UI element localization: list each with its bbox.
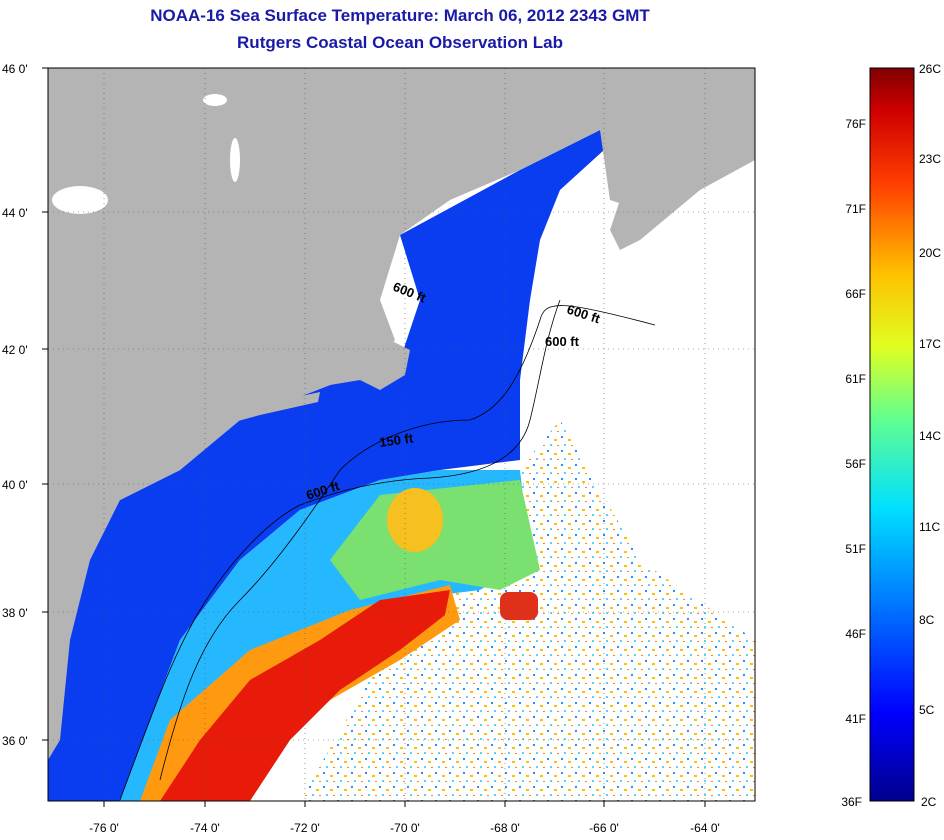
colorbar-fahrenheit-label: 56F xyxy=(845,457,866,471)
lon-label: -76 0' xyxy=(89,821,119,835)
colorbar xyxy=(869,67,915,802)
lon-label: -64 0' xyxy=(690,821,720,835)
lon-label: -72 0' xyxy=(290,821,320,835)
colorbar-celsius-label: 2C xyxy=(921,795,937,809)
colorbar-fahrenheit-label: 46F xyxy=(845,627,866,641)
colorbar-celsius-label: 23C xyxy=(919,152,941,166)
colorbar-fahrenheit-label: 51F xyxy=(845,542,866,556)
lat-label: 42 0' xyxy=(2,343,28,357)
contour-150ft xyxy=(159,305,656,781)
lake xyxy=(230,138,240,182)
colorbar-celsius-label: 8C xyxy=(919,613,935,627)
lat-label: 40 0' xyxy=(2,478,28,492)
graticule xyxy=(48,68,755,801)
lon-label: -66 0' xyxy=(589,821,619,835)
gulf-stream-core xyxy=(160,590,450,801)
contour-600ft xyxy=(119,299,561,801)
colorbar-fahrenheit-label: 71F xyxy=(845,202,866,216)
axis-ticks xyxy=(42,67,706,807)
colorbar-fahrenheit-label: 61F xyxy=(845,372,866,386)
land-mass xyxy=(48,68,755,760)
colorbar-celsius-label: 5C xyxy=(919,703,935,717)
lake xyxy=(203,94,227,106)
contour-label: 150 ft xyxy=(378,430,414,450)
colorbar-celsius-label: 26C xyxy=(919,62,941,76)
cold-water xyxy=(48,130,615,801)
long-island xyxy=(200,392,320,430)
contour-label: 600 ft xyxy=(545,334,580,349)
lon-label: -68 0' xyxy=(490,821,520,835)
warm-core-eddy xyxy=(387,488,443,552)
colorbar-fahrenheit-label: 41F xyxy=(845,712,866,726)
lat-label: 38 0' xyxy=(2,606,28,620)
lat-label: 44 0' xyxy=(2,206,28,220)
colorbar-celsius-label: 11C xyxy=(919,520,940,534)
lake xyxy=(52,186,108,214)
map-plot-area xyxy=(48,68,755,801)
lat-label: 46 0' xyxy=(2,62,28,76)
lon-label: -70 0' xyxy=(390,821,420,835)
colorbar-fahrenheit-label: 66F xyxy=(845,287,866,301)
warm-patch xyxy=(500,592,538,620)
lat-label: 36 0' xyxy=(2,734,28,748)
map-frame xyxy=(47,67,756,802)
cape-cod xyxy=(360,340,410,390)
lon-label: -74 0' xyxy=(190,821,220,835)
colorbar-celsius-label: 17C xyxy=(919,337,941,351)
map-subtitle: Rutgers Coastal Ocean Observation Lab xyxy=(237,33,563,52)
colorbar-fahrenheit-label: 36F xyxy=(841,795,862,809)
colorbar-fahrenheit-label: 76F xyxy=(845,117,866,131)
map-title: NOAA-16 Sea Surface Temperature: March 0… xyxy=(150,6,650,25)
colorbar-celsius-label: 20C xyxy=(919,246,941,260)
nova-scotia xyxy=(600,100,755,250)
colorbar-celsius-label: 14C xyxy=(919,429,941,443)
